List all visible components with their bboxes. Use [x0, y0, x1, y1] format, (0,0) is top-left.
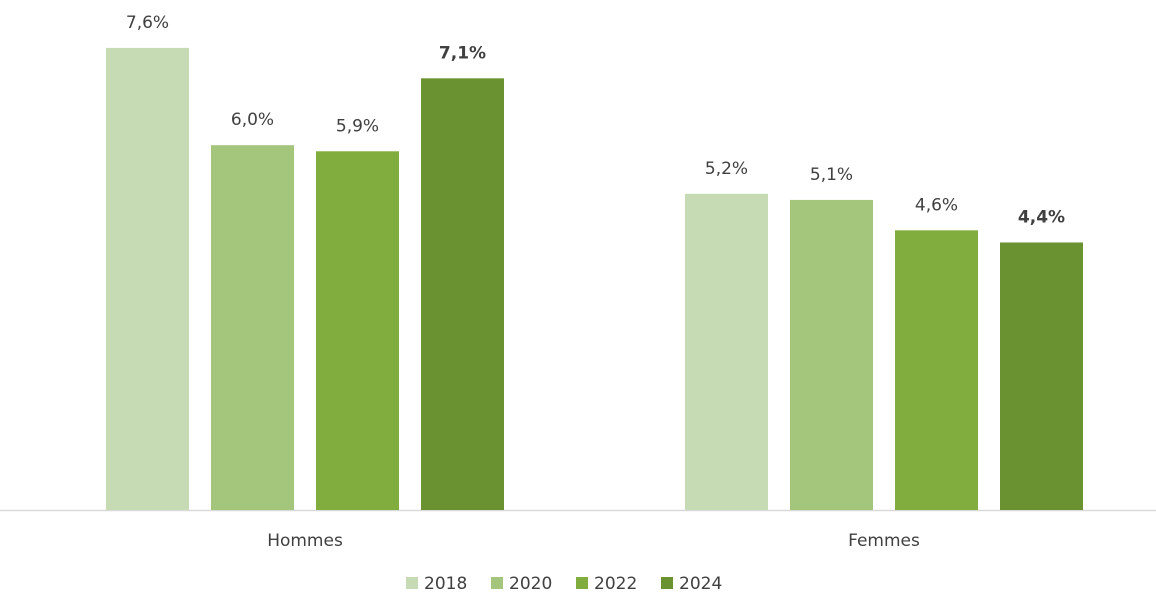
value-label: 5,1% — [810, 165, 853, 185]
value-label: 4,4% — [1018, 207, 1065, 227]
legend-swatch — [491, 577, 503, 589]
x-tick-label: Femmes — [848, 531, 920, 551]
bar — [790, 199, 873, 511]
value-label: 4,6% — [915, 195, 958, 215]
bar — [211, 145, 294, 510]
bar — [895, 230, 978, 510]
legend-label: 2020 — [509, 574, 552, 594]
legend-swatch — [661, 577, 673, 589]
value-label: 5,2% — [705, 159, 748, 179]
legend-swatch — [406, 577, 418, 589]
value-label: 7,6% — [126, 13, 169, 33]
legend-label: 2024 — [679, 574, 722, 594]
value-label: 7,1% — [439, 43, 486, 63]
bar — [421, 78, 504, 510]
value-label: 5,9% — [336, 116, 379, 136]
bar — [1000, 242, 1083, 511]
legend-label: 2018 — [424, 574, 467, 594]
bar — [316, 151, 399, 510]
x-tick-label: Hommes — [267, 531, 343, 551]
bar — [685, 193, 768, 510]
legend-swatch — [576, 577, 588, 589]
legend-label: 2022 — [594, 574, 637, 594]
value-label: 6,0% — [231, 110, 274, 130]
bar — [106, 47, 189, 511]
